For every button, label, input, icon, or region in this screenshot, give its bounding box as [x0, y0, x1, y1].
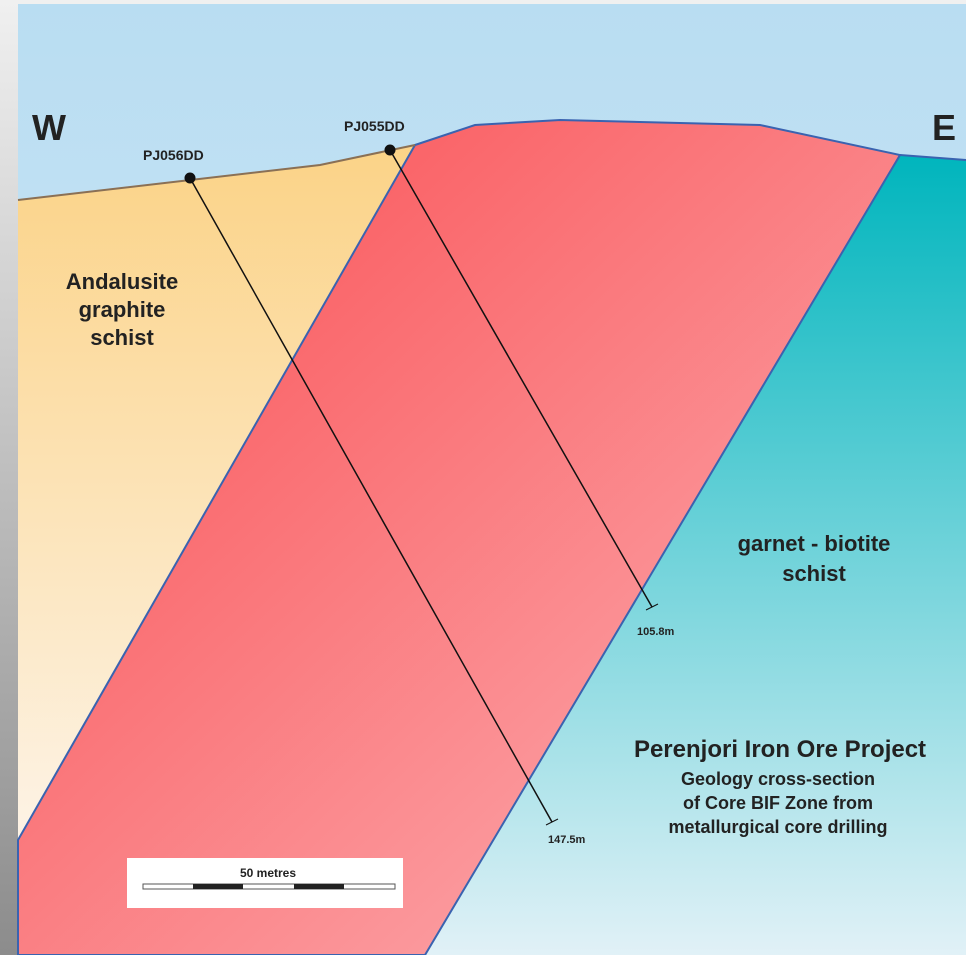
direction: W: [32, 107, 66, 148]
drill-trace: [389, 149, 653, 608]
hole-depth: 147.5m: [548, 834, 586, 846]
unit-label: Andalusite graphite schist: [66, 269, 178, 350]
collar: [384, 144, 396, 156]
caption-title: Perenjori Iron Ore Project: [634, 736, 926, 763]
schist-east: [425, 155, 966, 955]
text-line: of Core BIF Zone from: [683, 793, 873, 813]
drill-end: [545, 818, 559, 826]
caption-subtitle: Geology cross-section of Core BIF Zone fr…: [668, 769, 887, 837]
text-line: Geology cross-section: [681, 769, 875, 789]
unit-label: garnet - biotite schist: [738, 531, 891, 586]
section: [17, 4, 966, 955]
text-line: metallurgical core drilling: [668, 817, 887, 837]
scale-segment: [294, 884, 344, 889]
scale-box: [127, 858, 403, 908]
surface: [899, 154, 966, 161]
text-line: schist: [782, 561, 846, 586]
hole-name: PJ056DD: [143, 147, 204, 163]
drill-holes: [184, 144, 659, 826]
hole-depth: 105.8m: [637, 626, 675, 638]
scale-label: 50 metres: [240, 866, 296, 880]
scale-segment: [193, 884, 243, 889]
drill-end: [645, 603, 659, 611]
drill-trace: [189, 177, 553, 823]
text-line: Andalusite: [66, 269, 178, 294]
surface: [17, 144, 416, 201]
text-line: garnet - biotite: [738, 531, 891, 556]
scale-bar: 50 metres: [127, 858, 403, 908]
hole-name: PJ055DD: [344, 118, 405, 134]
direction: E: [932, 107, 956, 148]
text-line: schist: [90, 325, 154, 350]
text-line: graphite: [79, 297, 166, 322]
collar: [184, 172, 196, 184]
scale-bar-outline: [142, 883, 396, 890]
